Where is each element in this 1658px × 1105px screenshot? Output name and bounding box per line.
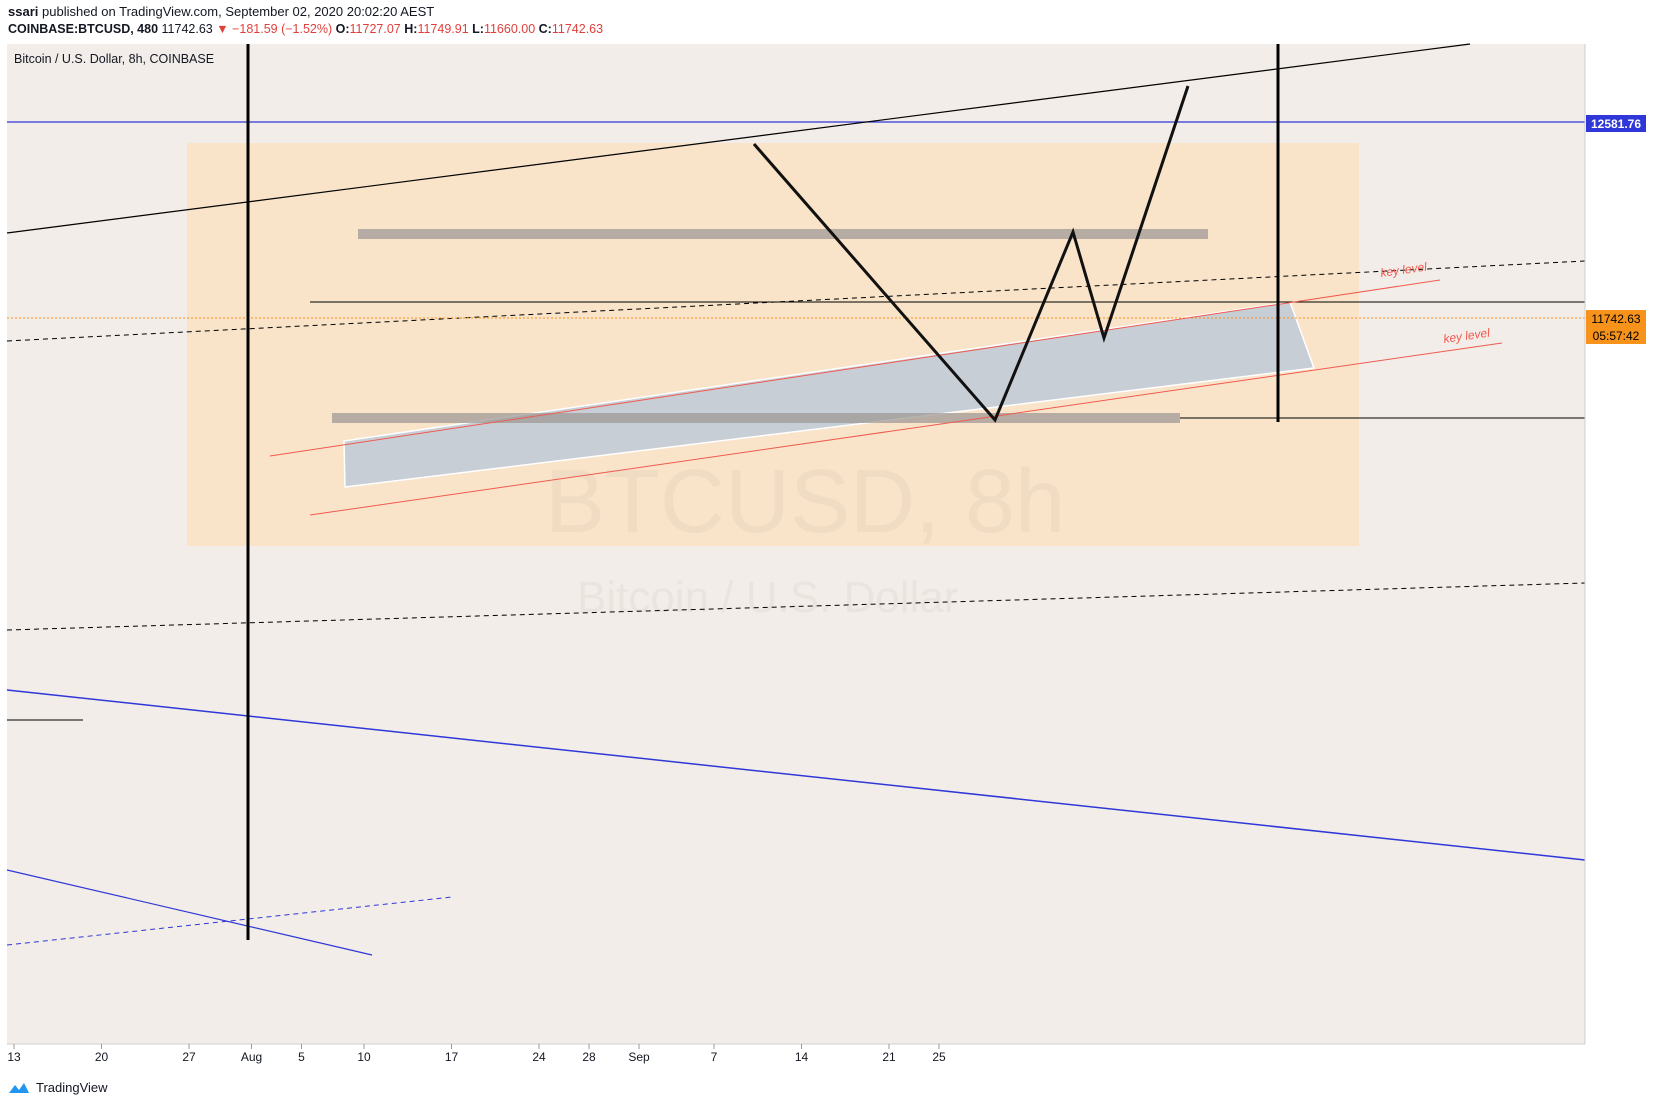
- low-label: L:: [472, 22, 484, 36]
- upper-trendline[interactable]: [6, 43, 1471, 234]
- support-zone[interactable]: [332, 413, 1180, 423]
- time-tick-label: 21: [882, 1050, 896, 1064]
- footer: TradingView: [0, 1072, 1658, 1105]
- price-change: −181.59 (−1.52%): [232, 22, 333, 36]
- publish-info: ssari published on TradingView.com, Sept…: [8, 4, 434, 19]
- countdown-value: 05:57:42: [1593, 329, 1640, 343]
- time-tick-label: 7: [711, 1050, 718, 1064]
- blue-wedge-line[interactable]: [6, 869, 373, 956]
- ohlc-legend: COINBASE:BTCUSD, 480 11742.63 ▼ −181.59 …: [8, 22, 603, 36]
- last-price-tag: 11742.63 05:57:42: [1586, 310, 1646, 344]
- price-axis[interactable]: [1585, 44, 1658, 1044]
- publish-text: published on TradingView.com, September …: [42, 4, 435, 19]
- key-level-line-2[interactable]: [309, 342, 1503, 516]
- brand-label: TradingView: [36, 1080, 108, 1095]
- tradingview-logo-icon: [9, 1082, 29, 1093]
- key-level-line-1[interactable]: [269, 279, 1441, 457]
- time-tick-label: 14: [795, 1050, 809, 1064]
- time-tick-label: 27: [182, 1050, 196, 1064]
- high-label: H:: [404, 22, 418, 36]
- watermark-name: Bitcoin / U.S. Dollar: [577, 573, 958, 622]
- blue-price-tag: 12581.76: [1586, 115, 1646, 132]
- time-tick-label: 20: [95, 1050, 109, 1064]
- time-axis[interactable]: [0, 1044, 1658, 1072]
- low-value: 11660.00: [483, 22, 536, 36]
- resistance-zone[interactable]: [358, 229, 1208, 239]
- last-price: 11742.63: [161, 22, 213, 36]
- time-tick-label: 28: [582, 1050, 596, 1064]
- open-value: 11727.07: [349, 22, 401, 36]
- open-label: O:: [335, 22, 350, 36]
- dashed-trendline-lower[interactable]: [6, 582, 1586, 631]
- time-tick-label: 25: [932, 1050, 946, 1064]
- dashed-trendline-upper[interactable]: [6, 260, 1586, 342]
- time-tick-label: 10: [357, 1050, 371, 1064]
- key-level-label-1[interactable]: key level: [1379, 260, 1428, 280]
- time-tick-label: 5: [298, 1050, 305, 1064]
- high-value: 11749.91: [417, 22, 469, 36]
- tradingview-brand[interactable]: TradingView: [8, 1080, 108, 1095]
- author-name[interactable]: ssari: [8, 4, 39, 19]
- chart-title: Bitcoin / U.S. Dollar, 8h, COINBASE: [14, 52, 215, 66]
- watermark-symbol: BTCUSD, 8h: [545, 452, 1065, 552]
- blue-dashed-line[interactable]: [6, 896, 453, 946]
- time-tick-label: Sep: [628, 1050, 650, 1064]
- close-value: 11742.63: [551, 22, 604, 36]
- time-tick-label: 13: [7, 1050, 21, 1064]
- projected-path[interactable]: [752, 85, 1190, 423]
- time-tick-label: 17: [445, 1050, 459, 1064]
- last-price-value: 11742.63: [1591, 312, 1640, 326]
- blue-price-value: 12581.76: [1591, 117, 1641, 131]
- key-level-label-2[interactable]: key level: [1442, 326, 1491, 346]
- close-label: C:: [538, 22, 552, 36]
- chart-header: ssari published on TradingView.com, Sept…: [0, 0, 1658, 40]
- symbol-label: COINBASE:BTCUSD, 480: [8, 22, 159, 36]
- time-tick-label: Aug: [241, 1050, 262, 1064]
- down-arrow-icon: ▼: [216, 22, 229, 36]
- blue-descending-trendline[interactable]: [6, 689, 1586, 861]
- time-axis-ticks: 13 20 27 Aug 5 10 17 24 28 Sep 7 14 21 25: [7, 1044, 946, 1064]
- time-tick-label: 24: [532, 1050, 546, 1064]
